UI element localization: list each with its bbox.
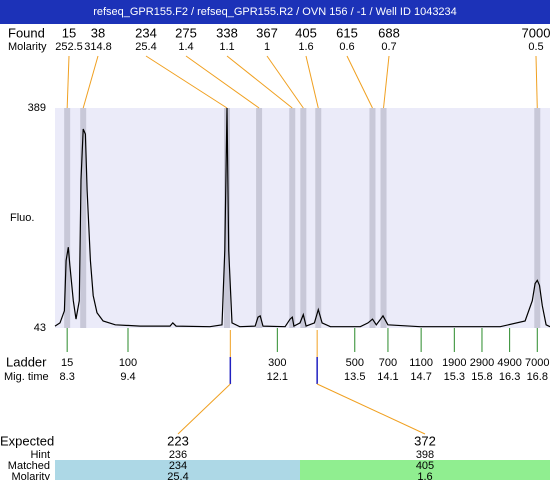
found-molarity: 0.5 [528, 41, 543, 53]
expected-molarity-label: Molarity [11, 471, 50, 480]
expected-size: 372 [414, 433, 436, 448]
ladder-time: 13.5 [344, 371, 365, 383]
found-band [80, 108, 87, 328]
found-molarity: 0.7 [381, 41, 396, 53]
found-band [315, 108, 322, 328]
found-band [534, 108, 541, 328]
found-connector [266, 55, 304, 109]
ladder-time: 12.1 [267, 371, 288, 383]
expected-connector [177, 383, 231, 435]
expected-molarity: 25.4 [167, 471, 188, 480]
found-connector [82, 55, 99, 109]
chart-title: refseq_GPR155.F2 / refseq_GPR155.R2 / OV… [93, 6, 457, 18]
ladder-time: 8.3 [60, 371, 75, 383]
found-size: 234 [135, 25, 157, 40]
ladder-size: 500 [346, 357, 364, 369]
expected-hint: 236 [169, 449, 187, 461]
found-molarity: 25.4 [135, 41, 156, 53]
found-size: 275 [175, 25, 197, 40]
found-label: Found [8, 25, 45, 40]
header-bar [0, 0, 550, 24]
expected-hint: 398 [416, 449, 434, 461]
ladder-size: 100 [119, 357, 137, 369]
expected-bg-1 [55, 460, 300, 480]
mig-time-label: Mig. time [4, 371, 49, 383]
ladder-time: 9.4 [120, 371, 135, 383]
expected-matched: 234 [169, 460, 187, 472]
found-connector [145, 55, 228, 109]
ladder-time: 15.8 [471, 371, 492, 383]
found-size: 615 [336, 25, 358, 40]
molarity-label: Molarity [8, 41, 47, 53]
expected-size: 223 [167, 433, 189, 448]
found-band [380, 108, 387, 328]
found-connector [383, 55, 390, 109]
ladder-time: 15.3 [444, 371, 465, 383]
found-connector [226, 55, 293, 109]
ladder-size: 4900 [497, 357, 521, 369]
found-band [369, 108, 376, 328]
y-tick-label: 43 [34, 322, 46, 334]
expected-matched: 405 [416, 460, 434, 472]
ladder-time: 14.7 [410, 371, 431, 383]
ladder-time: 16.8 [527, 371, 548, 383]
found-connector [185, 55, 260, 109]
found-connector [346, 55, 373, 109]
ladder-size: 1100 [409, 357, 433, 369]
expected-label: Expected [0, 433, 54, 448]
found-band [64, 108, 71, 328]
expected-bg-2 [300, 460, 550, 480]
expected-molarity: 1.6 [417, 471, 432, 480]
found-size: 38 [91, 25, 105, 40]
ladder-size: 1900 [442, 357, 466, 369]
found-size: 7000 [522, 25, 550, 40]
ladder-size: 15 [61, 357, 73, 369]
found-size: 367 [256, 25, 278, 40]
found-molarity: 1.4 [178, 41, 193, 53]
found-size: 688 [378, 25, 400, 40]
found-molarity: 314.8 [84, 41, 112, 53]
found-band [289, 108, 296, 328]
found-size: 405 [295, 25, 317, 40]
found-molarity: 1.1 [219, 41, 234, 53]
found-connector [305, 55, 319, 109]
found-connector [535, 55, 538, 109]
found-molarity: 252.5 [55, 41, 83, 53]
ladder-size: 2900 [470, 357, 494, 369]
found-size: 15 [62, 25, 76, 40]
hint-label: Hint [30, 449, 50, 461]
ladder-time: 16.3 [499, 371, 520, 383]
ladder-size: 300 [268, 357, 286, 369]
expected-connector [316, 383, 426, 435]
ladder-size: 700 [379, 357, 397, 369]
y-axis-label: Fluo. [10, 212, 34, 224]
ladder-size: 7000 [525, 357, 549, 369]
matched-label: Matched [8, 460, 50, 472]
ladder-time: 14.1 [377, 371, 398, 383]
found-band [300, 108, 307, 328]
trace [54, 107, 550, 328]
found-molarity: 0.6 [339, 41, 354, 53]
found-band [256, 108, 263, 328]
found-molarity: 1 [264, 41, 270, 53]
found-size: 338 [216, 25, 238, 40]
found-band [224, 108, 231, 328]
found-connector [66, 55, 70, 109]
found-molarity: 1.6 [298, 41, 313, 53]
y-tick-label: 389 [28, 102, 46, 114]
ladder-label: Ladder [6, 354, 47, 369]
